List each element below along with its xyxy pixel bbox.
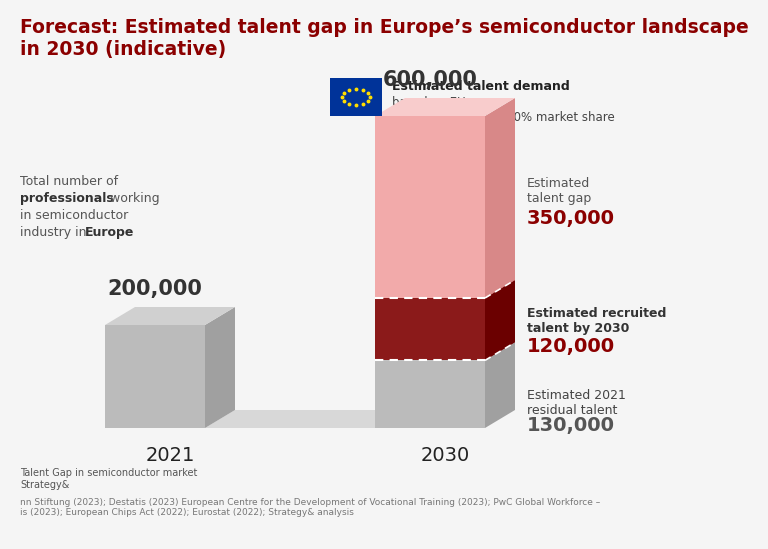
Text: Estimated talent demand: Estimated talent demand [392, 80, 570, 93]
Polygon shape [485, 98, 515, 298]
Text: Strategy&: Strategy& [20, 480, 69, 490]
Text: industry in: industry in [20, 226, 91, 239]
Text: 130,000: 130,000 [527, 416, 615, 435]
Text: based on EU
Chips Act target of 20% market share: based on EU Chips Act target of 20% mark… [392, 96, 614, 124]
Polygon shape [375, 360, 485, 428]
Text: 2021: 2021 [145, 446, 194, 465]
Text: in semiconductor: in semiconductor [20, 209, 128, 222]
Text: 350,000: 350,000 [527, 209, 615, 228]
Text: 2030: 2030 [420, 446, 469, 465]
Text: nn Stiftung (2023); Destatis (2023) European Centre for the Development of Vocat: nn Stiftung (2023); Destatis (2023) Euro… [20, 498, 601, 517]
Text: Estimated 2021
residual talent: Estimated 2021 residual talent [527, 389, 626, 417]
Text: Estimated recruited
talent by 2030: Estimated recruited talent by 2030 [527, 307, 667, 335]
Text: in 2030 (indicative): in 2030 (indicative) [20, 40, 227, 59]
Text: 120,000: 120,000 [527, 337, 615, 356]
Polygon shape [375, 116, 485, 298]
Text: Total number of: Total number of [20, 175, 118, 188]
Bar [330, 78, 382, 116]
Polygon shape [205, 410, 405, 428]
Text: Talent Gap in semiconductor market: Talent Gap in semiconductor market [20, 468, 197, 478]
Text: professionals: professionals [20, 192, 114, 205]
Text: 200,000: 200,000 [108, 279, 203, 299]
Polygon shape [105, 307, 235, 325]
Polygon shape [105, 325, 205, 428]
Polygon shape [485, 343, 515, 428]
Text: working: working [106, 192, 160, 205]
Polygon shape [375, 280, 515, 298]
Text: Europe: Europe [85, 226, 134, 239]
Polygon shape [375, 98, 515, 116]
Polygon shape [485, 280, 515, 360]
Text: Estimated
talent gap: Estimated talent gap [527, 177, 591, 205]
Text: 600,000: 600,000 [382, 70, 478, 90]
Polygon shape [205, 307, 235, 428]
Polygon shape [375, 298, 485, 360]
Text: Forecast: Estimated talent gap in Europe’s semiconductor landscape: Forecast: Estimated talent gap in Europe… [20, 18, 749, 37]
Polygon shape [375, 343, 515, 360]
